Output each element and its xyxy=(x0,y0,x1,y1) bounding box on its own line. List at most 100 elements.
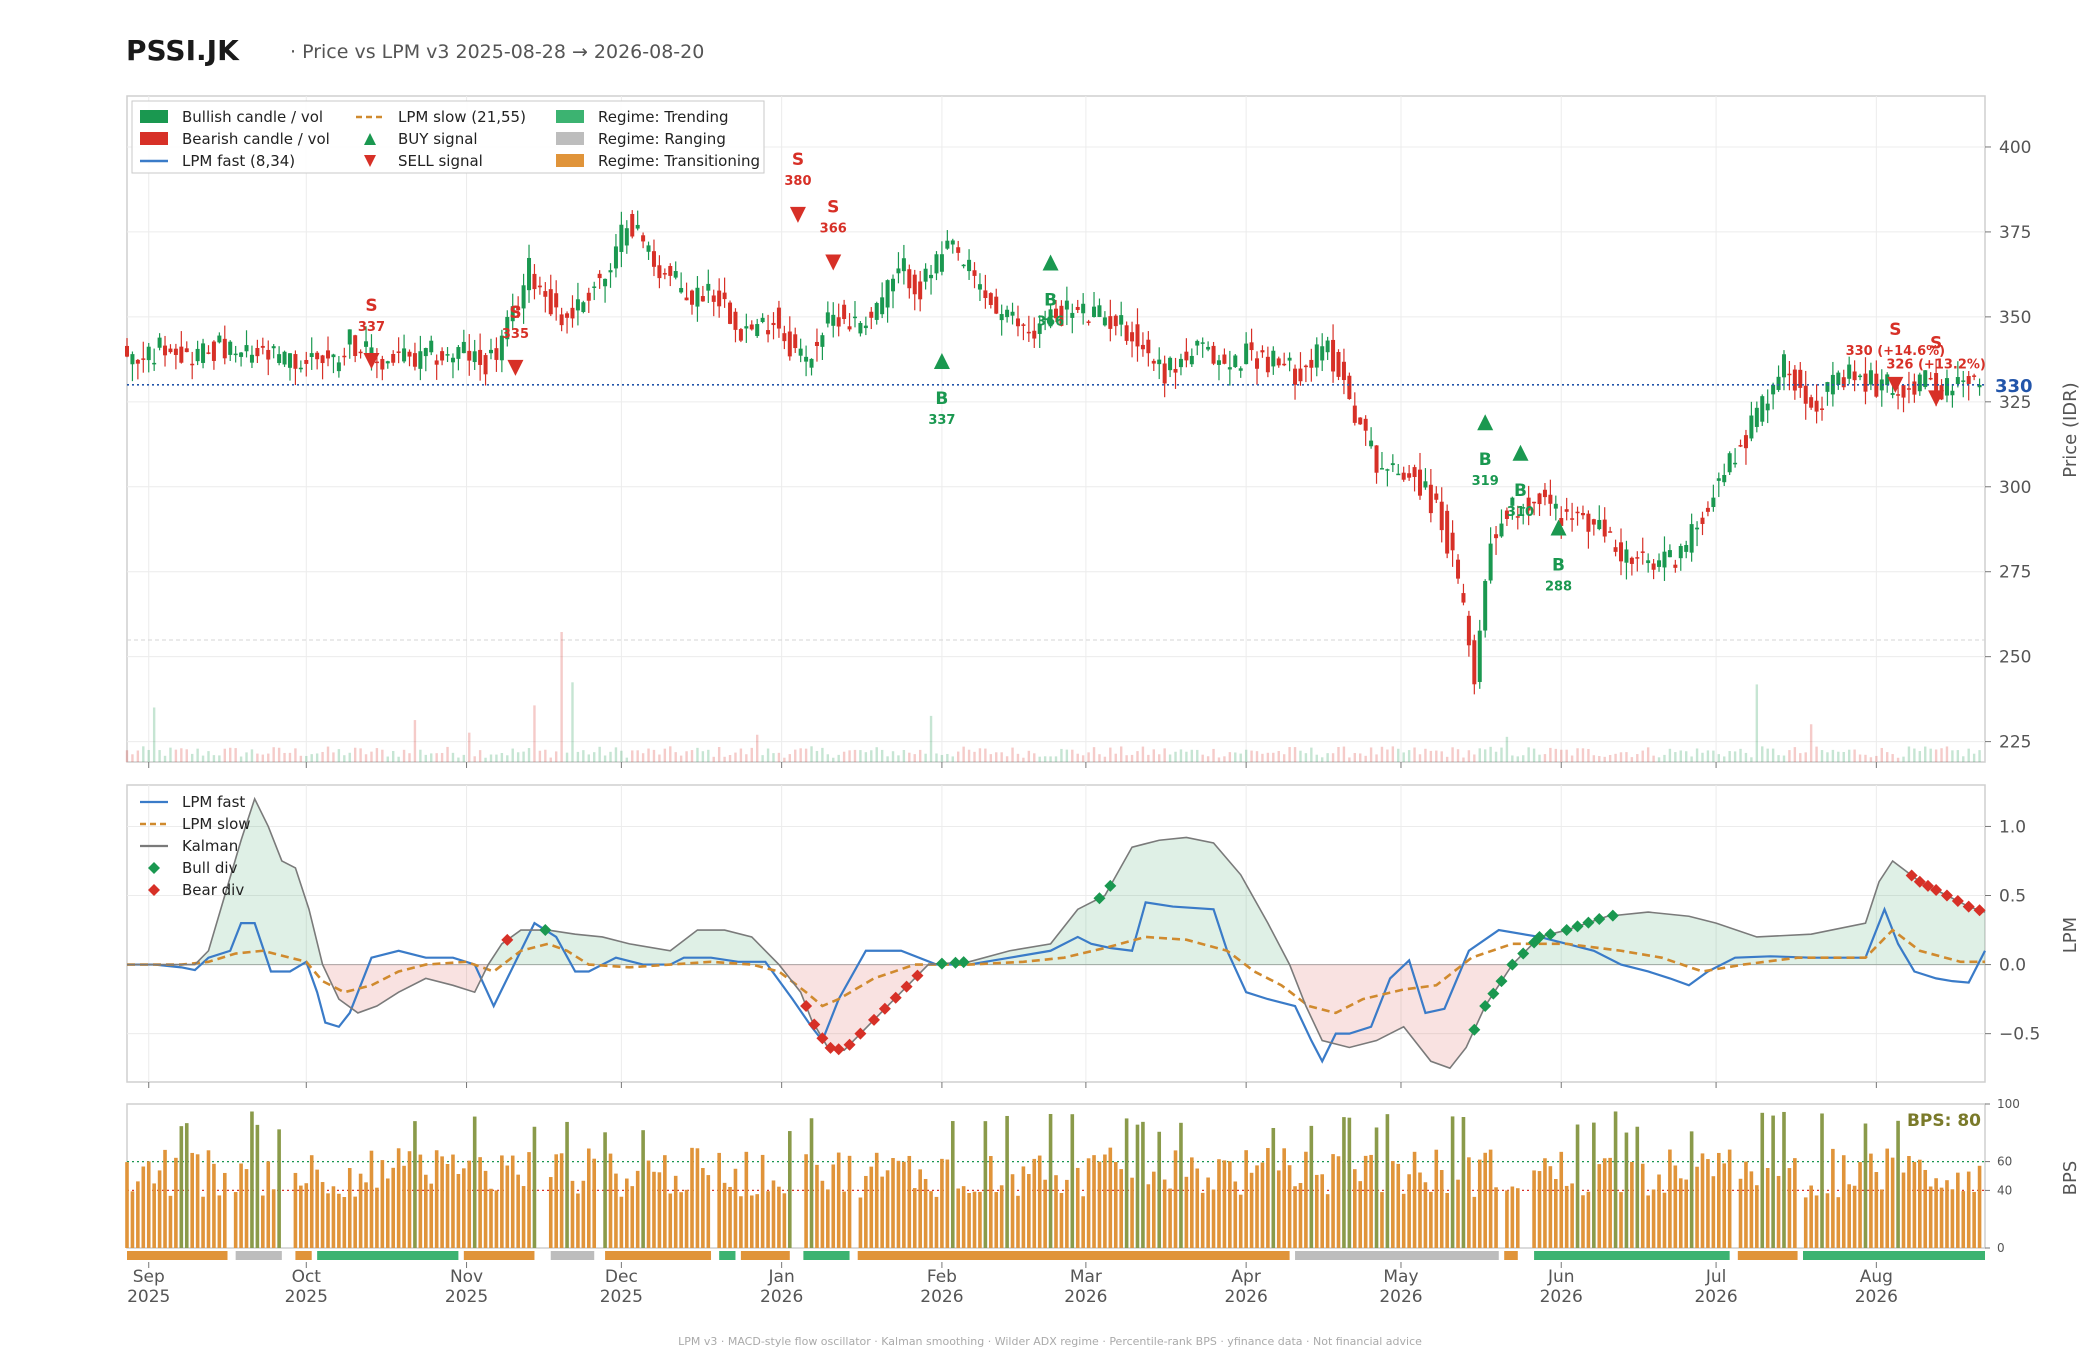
volume-bar xyxy=(163,755,167,762)
bps-bar xyxy=(592,1158,597,1248)
kalman-negative-fill xyxy=(127,964,1985,1069)
candle-body xyxy=(407,351,412,357)
bps-bar xyxy=(1374,1127,1379,1248)
bps-bar xyxy=(548,1177,553,1248)
volume-bar xyxy=(696,747,699,762)
candle-body xyxy=(1542,489,1547,498)
bps-bar xyxy=(815,1164,819,1248)
bps-bar xyxy=(1537,1171,1542,1248)
volume-bar xyxy=(1886,752,1889,762)
candle-body xyxy=(1298,368,1303,382)
candle-body xyxy=(472,351,477,363)
volume-bar xyxy=(381,749,384,762)
bps-bar xyxy=(646,1160,651,1248)
volume-bar xyxy=(1098,754,1101,762)
candle-body xyxy=(700,296,705,302)
bull-divergence-marker xyxy=(1606,909,1619,922)
candle-body xyxy=(1195,340,1200,346)
volume-bar xyxy=(940,754,944,762)
candle-body xyxy=(1124,325,1129,341)
bps-bar xyxy=(1695,1166,1699,1248)
volume-bar xyxy=(250,749,254,762)
bps-bar xyxy=(451,1154,455,1248)
volume-bar xyxy=(386,756,389,762)
bps-bar xyxy=(347,1168,352,1248)
bear-divergence-marker xyxy=(808,1018,821,1031)
candle-body xyxy=(1363,418,1368,431)
volume-bar xyxy=(1043,756,1047,762)
candle-body xyxy=(972,270,977,276)
candle-body xyxy=(1781,354,1786,378)
bps-ylabel: BPS xyxy=(2060,1161,2081,1196)
volume-bar xyxy=(1641,750,1644,762)
legend-label: Regime: Trending xyxy=(598,108,729,126)
xtick-year: 2026 xyxy=(1225,1287,1268,1307)
candle-body xyxy=(1510,497,1515,506)
candle-body xyxy=(249,354,254,363)
volume-bar xyxy=(1869,757,1873,762)
volume-bar xyxy=(1815,746,1818,762)
volume-bar xyxy=(245,752,248,762)
volume-bar xyxy=(1929,748,1932,762)
xtick-year: 2026 xyxy=(1540,1287,1583,1307)
candle-body xyxy=(1331,339,1336,372)
candle-body xyxy=(1358,417,1363,425)
bps-bar xyxy=(1016,1195,1020,1248)
volume-bar xyxy=(375,748,379,762)
candle-body xyxy=(1445,510,1450,554)
candle-body xyxy=(630,213,635,237)
volume-bar xyxy=(1549,747,1552,762)
candle-body xyxy=(1390,463,1395,466)
candle-body xyxy=(1097,305,1102,318)
volume-bar xyxy=(1435,750,1438,762)
sell-signal-tag: S xyxy=(1930,333,1942,353)
candle-body xyxy=(543,291,548,297)
candle-body xyxy=(1119,315,1124,325)
bps-bar xyxy=(1423,1182,1428,1248)
candle-body xyxy=(1021,324,1026,326)
volume-bar xyxy=(1288,747,1291,762)
candle-body xyxy=(793,334,798,349)
volume-bar xyxy=(1293,747,1297,762)
volume-bar xyxy=(277,747,281,762)
candle-body xyxy=(1483,580,1488,631)
bps-bar xyxy=(1108,1147,1113,1248)
bps-bar xyxy=(1711,1176,1716,1248)
candle-body xyxy=(1417,469,1422,496)
bps-bar xyxy=(619,1196,624,1248)
volume-bar xyxy=(1608,754,1612,762)
candle-body xyxy=(1477,630,1482,682)
volume-bar xyxy=(430,753,433,762)
volume-bar xyxy=(1092,747,1096,762)
volume-bar xyxy=(804,748,808,762)
legend-swatch xyxy=(364,155,376,167)
bps-bar xyxy=(978,1191,982,1248)
volume-bar xyxy=(1451,747,1454,762)
candle-body xyxy=(1211,345,1216,364)
bps-bar xyxy=(902,1161,906,1248)
candle-body xyxy=(1972,375,1977,377)
candle-body xyxy=(1075,306,1080,310)
bps-bar xyxy=(809,1118,814,1248)
candle-body xyxy=(858,323,863,334)
candle-body xyxy=(1081,303,1086,314)
volume-bar xyxy=(288,752,292,762)
bps-bar xyxy=(1570,1183,1574,1248)
candle-body xyxy=(619,224,624,252)
candle-body xyxy=(1629,557,1634,564)
volume-bar xyxy=(131,754,134,762)
buy-signal-price: 366 xyxy=(1037,315,1064,330)
bps-bar xyxy=(1825,1193,1830,1248)
bear-divergence-marker xyxy=(1905,869,1918,882)
candle-body xyxy=(1678,545,1683,559)
volume-bar xyxy=(728,755,732,762)
bps-bar xyxy=(413,1121,417,1248)
bps-bar xyxy=(1228,1161,1232,1248)
candle-body xyxy=(1064,300,1069,310)
volume-bar xyxy=(1962,756,1965,762)
candle-body xyxy=(1890,393,1895,395)
volume-bar xyxy=(1462,757,1465,762)
bps-bar xyxy=(1206,1177,1210,1248)
bps-bar xyxy=(1282,1148,1286,1248)
volume-bar xyxy=(880,749,884,762)
